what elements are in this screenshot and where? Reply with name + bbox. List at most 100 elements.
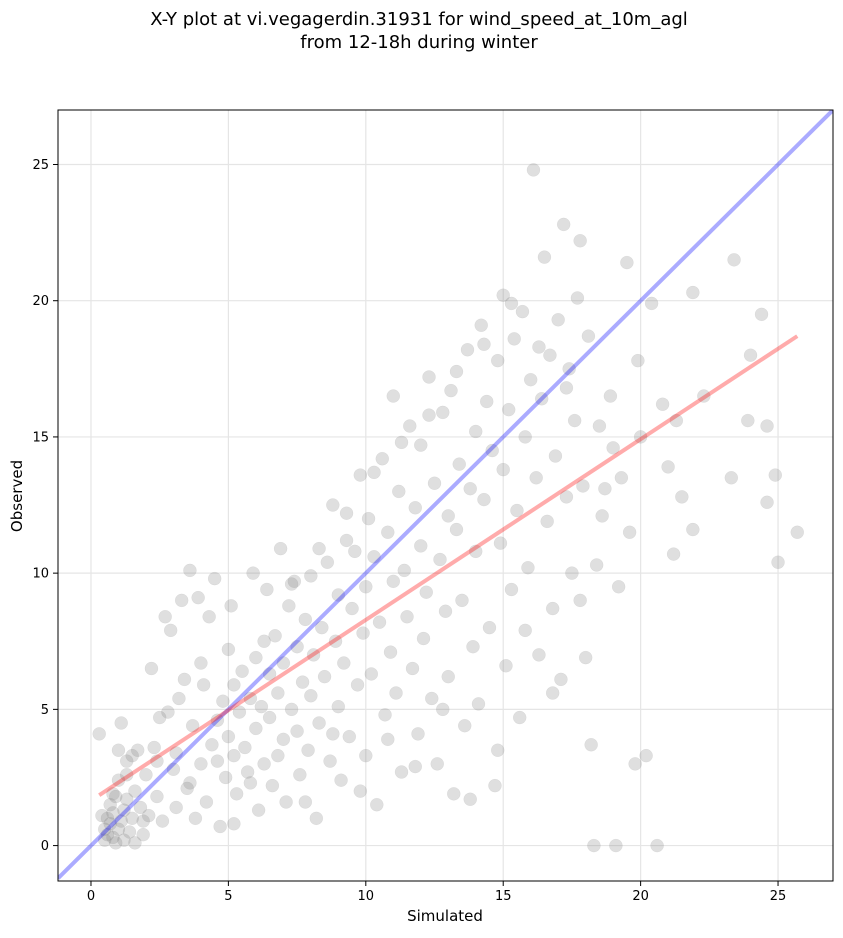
- data-point: [125, 748, 139, 763]
- data-point: [268, 629, 282, 643]
- data-point: [515, 304, 530, 319]
- data-point: [353, 468, 368, 482]
- data-point: [644, 296, 659, 311]
- data-point: [466, 639, 480, 654]
- data-point: [119, 767, 134, 782]
- chart-title-line1: X-Y plot at vi.vegagerdin.31931 for wind…: [150, 9, 688, 30]
- reference-lines: [58, 110, 833, 880]
- identity-line: [58, 110, 833, 880]
- data-point: [389, 686, 403, 700]
- data-point: [532, 648, 546, 662]
- data-point: [471, 697, 486, 711]
- data-point: [100, 827, 115, 842]
- data-point: [183, 563, 197, 578]
- data-point: [97, 822, 112, 836]
- data-point: [457, 718, 472, 733]
- data-point: [537, 250, 552, 264]
- data-point: [125, 811, 139, 826]
- data-point: [213, 819, 227, 834]
- data-point: [628, 757, 642, 771]
- data-point: [611, 580, 626, 594]
- data-point: [444, 383, 458, 398]
- data-point: [422, 408, 436, 422]
- data-point: [251, 803, 266, 817]
- data-point: [589, 558, 604, 572]
- data-point: [271, 686, 285, 700]
- data-point: [364, 667, 379, 681]
- data-point: [622, 525, 637, 540]
- data-point: [356, 626, 370, 640]
- data-point: [743, 348, 758, 362]
- data-point: [359, 748, 373, 763]
- data-point: [172, 691, 186, 706]
- data-point: [790, 525, 805, 540]
- grid-lines: [58, 110, 833, 881]
- data-point: [315, 620, 329, 635]
- data-point: [205, 738, 219, 752]
- data-point: [111, 743, 126, 757]
- data-point: [394, 765, 409, 779]
- data-point: [375, 451, 390, 466]
- data-point: [130, 743, 145, 757]
- data-point: [191, 590, 205, 605]
- data-point: [152, 710, 167, 725]
- data-point: [540, 514, 554, 529]
- x-tick-label: 5: [224, 889, 232, 904]
- data-point: [166, 762, 181, 777]
- data-point: [675, 490, 689, 504]
- data-point: [595, 509, 609, 523]
- data-point: [372, 615, 387, 629]
- data-point: [581, 329, 596, 343]
- data-point: [559, 381, 574, 395]
- data-point: [227, 748, 241, 763]
- axis-ticks: 0 5 10 15 20 25 0 5 10 15 20 25: [32, 158, 786, 904]
- y-tick-label: 5: [41, 703, 49, 718]
- data-point: [441, 509, 455, 523]
- data-point: [425, 691, 439, 706]
- data-point: [567, 413, 582, 428]
- data-point: [279, 795, 293, 809]
- data-point: [493, 536, 508, 550]
- data-point: [304, 569, 318, 583]
- data-point: [262, 710, 277, 725]
- data-point: [631, 353, 645, 368]
- data-point: [141, 808, 156, 823]
- data-point: [100, 811, 115, 826]
- data-point: [650, 838, 664, 853]
- data-point: [724, 471, 739, 485]
- data-point: [334, 773, 348, 787]
- data-point: [326, 727, 340, 741]
- data-point: [119, 792, 134, 807]
- y-tick-label: 15: [32, 430, 49, 445]
- data-point: [386, 574, 401, 589]
- data-point: [416, 631, 431, 646]
- data-point: [545, 686, 560, 700]
- data-point: [562, 362, 576, 376]
- y-tick-label: 10: [32, 567, 49, 582]
- data-point: [108, 789, 123, 804]
- x-tick-label: 15: [495, 889, 512, 904]
- data-point: [559, 490, 574, 504]
- data-point: [430, 757, 445, 771]
- data-point: [232, 705, 247, 719]
- data-point: [97, 833, 112, 847]
- data-point: [400, 609, 414, 624]
- data-point: [490, 743, 505, 757]
- data-point: [240, 765, 255, 779]
- data-point: [405, 661, 420, 676]
- data-point: [768, 468, 783, 482]
- data-point: [117, 803, 131, 817]
- data-point: [573, 593, 587, 608]
- data-point: [697, 389, 711, 403]
- data-point: [339, 533, 354, 548]
- data-point: [273, 541, 288, 556]
- data-point: [598, 481, 612, 496]
- data-point: [609, 838, 623, 853]
- data-point: [249, 650, 263, 665]
- data-point: [331, 699, 346, 714]
- data-point: [169, 800, 183, 815]
- y-tick-label: 20: [32, 294, 49, 309]
- x-tick-label: 10: [358, 889, 375, 904]
